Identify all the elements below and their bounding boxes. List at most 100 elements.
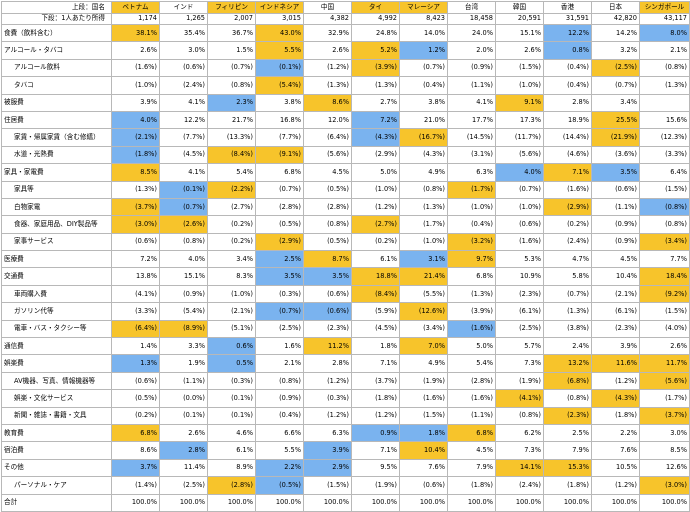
table-cell: (3.9%) <box>351 58 400 78</box>
table-cell: 10.4% <box>399 441 448 460</box>
table-cell: 2.4% <box>543 337 592 356</box>
table-cell: 3.7% <box>111 458 160 478</box>
table-cell: 1.8% <box>351 337 400 356</box>
row-label: 家事サービス <box>1 232 112 252</box>
row-label: 住居費 <box>1 110 112 130</box>
table-cell: (0.8%) <box>303 215 352 234</box>
table-cell: (0.3%) <box>303 389 352 408</box>
table-cell: 24.8% <box>351 23 400 43</box>
table-cell: (1.5%) <box>399 406 448 425</box>
row-label: 交通費 <box>1 267 112 286</box>
table-cell: 0.5% <box>207 354 256 373</box>
table-cell: (1.8%) <box>111 145 160 165</box>
table-cell: (0.8%) <box>207 76 256 95</box>
table-cell: 8.9% <box>207 458 256 478</box>
table-cell: (0.5%) <box>255 476 304 495</box>
table-cell: (7.7%) <box>159 128 208 147</box>
table-row-subcategory: ガソリン代等 (3.3%) (5.4%) (2.1%) (0.7%) (0.6%) (5.9… <box>1 302 690 321</box>
table-cell: (1.3%) <box>639 76 690 95</box>
table-cell: (1.3%) <box>447 284 496 304</box>
table-cell: (3.3%) <box>111 302 160 321</box>
row-label: 医療費 <box>1 250 112 269</box>
row-label: 家具・家電費 <box>1 163 112 182</box>
table-cell: 0.8% <box>543 41 592 60</box>
table-cell: 18.4% <box>639 267 690 286</box>
table-cell: (5.1%) <box>207 319 256 339</box>
table-cell: (1.2%) <box>303 58 352 78</box>
table-cell: (2.1%) <box>591 284 640 304</box>
table-cell: 7.9% <box>543 441 592 460</box>
table-cell: 2.6% <box>159 423 208 443</box>
table-cell: (2.4%) <box>543 232 592 252</box>
table-cell: 5.4% <box>447 354 496 373</box>
header-country-name: インドネシア <box>255 1 304 14</box>
table-cell: 4.0% <box>495 163 544 182</box>
row-label: 家賃・帰属家賃（含む修繕） <box>1 128 112 147</box>
table-cell: (2.5%) <box>255 319 304 339</box>
row-label: アルコール飲料 <box>1 58 112 78</box>
table-cell: 25.5% <box>591 110 640 130</box>
table-cell: 43.0% <box>255 23 304 43</box>
table-cell: 24.0% <box>447 23 496 43</box>
table-cell: (0.6%) <box>495 215 544 234</box>
table-cell: 4.9% <box>399 163 448 182</box>
table-cell: 35.4% <box>159 23 208 43</box>
table-cell: 3.5% <box>255 267 304 286</box>
header-row-country: 上段：国名 ベトナム インド フィリピン インドネシア 中国 タイ マレーシア 台湾 韓国 香港日… <box>1 1 690 14</box>
header-income-label: 下段：1人あたり所得 <box>1 12 112 25</box>
table-cell: 8.5% <box>639 441 690 460</box>
table-cell: 12.2% <box>159 110 208 130</box>
table-cell: 3.5% <box>303 267 352 286</box>
row-label: ガソリン代等 <box>1 302 112 321</box>
table-cell: 36.7% <box>207 23 256 43</box>
table-cell: 14.0% <box>399 23 448 43</box>
table-cell: (2.3%) <box>543 406 592 425</box>
table-cell: 2.2% <box>255 458 304 478</box>
table-cell: (12.6%) <box>399 302 448 321</box>
table-cell: (0.1%) <box>207 406 256 425</box>
table-cell: (16.7%) <box>399 128 448 147</box>
table-cell: (4.5%) <box>351 319 400 339</box>
table-cell: (0.1%) <box>207 389 256 408</box>
table-cell: (1.0%) <box>351 180 400 199</box>
table-row-category: 宿泊費 8.6% 2.8% 6.1% 5.5% 3.9% 7.1% 10.4% 4.5% 7.3%… <box>1 441 690 460</box>
table-cell: 3.9% <box>303 441 352 460</box>
table-cell: (2.5%) <box>495 319 544 339</box>
header-country-name: 韓国 <box>495 1 544 14</box>
table-cell: 100.0% <box>495 493 544 512</box>
table-cell: 7.3% <box>495 354 544 373</box>
table-cell: 2.6% <box>639 337 690 356</box>
table-cell: (0.9%) <box>591 215 640 234</box>
table-cell: (3.6%) <box>591 145 640 165</box>
table-cell: 7.1% <box>351 441 400 460</box>
table-cell: (0.5%) <box>111 389 160 408</box>
table-cell: 0.6% <box>207 337 256 356</box>
table-cell: 100.0% <box>399 493 448 512</box>
table-cell: (2.3%) <box>495 284 544 304</box>
table-cell: 17.7% <box>447 110 496 130</box>
table-cell: (1.7%) <box>639 389 690 408</box>
table-cell: (3.3%) <box>639 145 690 165</box>
table-cell: 3.0% <box>639 423 690 443</box>
table-cell: (0.1%) <box>159 406 208 425</box>
table-cell: 4.0% <box>111 110 160 130</box>
table-cell: (0.8%) <box>399 180 448 199</box>
table-cell: (0.4%) <box>255 406 304 425</box>
table-cell: 9.1% <box>495 93 544 112</box>
table-cell: (4.1%) <box>495 389 544 408</box>
table-cell: 14.1% <box>495 458 544 478</box>
table-cell: (2.9%) <box>351 145 400 165</box>
row-label: 宿泊費 <box>1 441 112 460</box>
table-row-category: 家具・家電費 8.5% 4.1% 5.4% 6.8% 4.5% 5.0% 4.9% 6.3% 4.… <box>1 163 690 182</box>
table-cell: 5.5% <box>255 441 304 460</box>
table-cell: (1.1%) <box>447 76 496 95</box>
row-label: 合計 <box>1 493 112 512</box>
header-country-income: 1,174 <box>111 12 160 25</box>
table-cell: (5.5%) <box>399 284 448 304</box>
header-country-name: ベトナム <box>111 1 160 14</box>
table-cell: (2.4%) <box>159 76 208 95</box>
table-cell: (0.5%) <box>303 180 352 199</box>
table-cell: 5.0% <box>351 163 400 182</box>
table-cell: (1.8%) <box>351 389 400 408</box>
table-cell: (0.7%) <box>543 284 592 304</box>
